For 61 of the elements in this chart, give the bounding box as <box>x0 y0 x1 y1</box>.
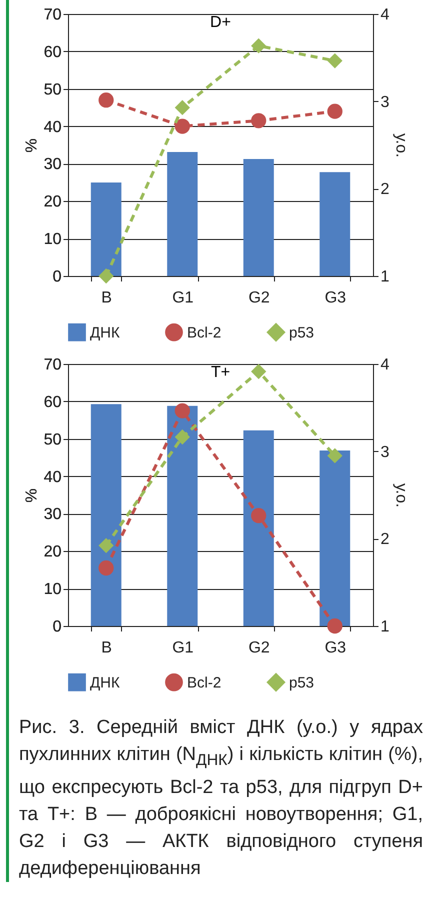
y2-axis-title: у.о. <box>392 483 410 508</box>
y-tick-label: 0 <box>52 618 62 636</box>
y-tick-label: 50 <box>44 81 62 98</box>
point <box>327 618 342 634</box>
point <box>327 448 342 464</box>
y2-tick-label: 1 <box>380 618 390 636</box>
y2-tick-label: 3 <box>380 94 390 111</box>
y2-tick-label: 4 <box>380 356 390 374</box>
text: Рис. 3. Середній вміст ДНК (у.о.) у ядрах пухлинних клітин (N$_{ДНК}$) і кількість клітин (%), що експресують Bcl-2 та p53, для підгруп D+ та T+: B — доброякісні новоутворення; G1, G2 і G3 — АКТК відповідного ступеня дедиференціювання <box>18 716 424 881</box>
legend-label: Bcl-2 <box>187 324 222 342</box>
point <box>251 38 266 54</box>
x-tick-label: G2 <box>248 640 270 656</box>
x-tick-label: G3 <box>324 640 346 656</box>
y-axis-title: % <box>24 488 41 503</box>
legend-label: ДНК <box>90 324 120 342</box>
y-tick-label: 70 <box>44 6 62 24</box>
y-tick-label: 70 <box>44 356 62 374</box>
y-tick-label: 60 <box>44 394 62 411</box>
point <box>327 104 342 119</box>
legend-label: ДНК <box>90 674 120 692</box>
y2-tick-label: 4 <box>380 6 390 24</box>
y2-tick-label: 3 <box>380 444 390 461</box>
point <box>174 118 190 134</box>
point <box>98 268 114 284</box>
x-tick-label: G3 <box>324 290 346 306</box>
point <box>98 92 114 108</box>
point <box>174 403 190 418</box>
y2-tick-label: 1 <box>380 268 390 286</box>
point <box>98 538 114 554</box>
point <box>251 508 266 524</box>
y-tick-label: 10 <box>44 231 62 248</box>
point <box>174 100 190 116</box>
x-tick-label: G2 <box>248 290 270 306</box>
x-tick-label: B <box>101 290 112 306</box>
legend-label: p53 <box>289 324 314 342</box>
point <box>327 53 342 68</box>
y-tick-label: 30 <box>44 156 62 174</box>
y-tick-label: 0 <box>52 268 62 286</box>
y-tick-label: 60 <box>44 44 62 61</box>
y-tick-label: 10 <box>44 581 62 598</box>
y-tick-label: 20 <box>44 194 62 211</box>
y-tick-label: 50 <box>44 431 62 448</box>
point <box>98 560 114 576</box>
legend-label: p53 <box>289 674 314 692</box>
y-tick-label: 40 <box>44 118 62 136</box>
y-tick-label: 30 <box>44 506 62 524</box>
y2-tick-label: 2 <box>380 181 390 198</box>
y-tick-label: 20 <box>44 544 62 561</box>
x-tick-label: B <box>101 640 112 656</box>
x-tick-label: G1 <box>172 640 194 656</box>
y-tick-label: 40 <box>44 468 62 486</box>
x-tick-label: G1 <box>172 290 194 306</box>
chart-title: D+ <box>210 14 231 31</box>
point <box>251 113 266 128</box>
y2-tick-label: 2 <box>380 531 390 548</box>
y-axis-title: % <box>24 138 41 153</box>
point <box>174 429 190 445</box>
legend-label: Bcl-2 <box>187 674 222 692</box>
point <box>251 364 266 380</box>
y2-axis-title: у.о. <box>392 133 410 158</box>
chart-title: T+ <box>210 364 230 381</box>
